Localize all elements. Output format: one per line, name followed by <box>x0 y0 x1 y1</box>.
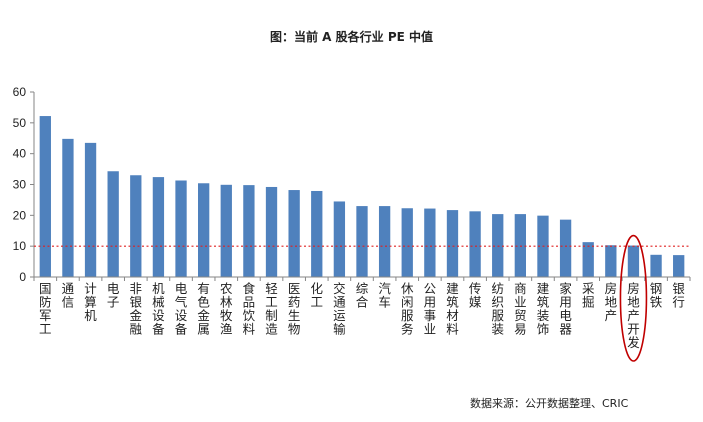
bar <box>152 177 165 277</box>
x-tick-label: 农林牧渔 <box>220 281 233 337</box>
x-axis: 国防军工通信计算机电子非银金融机械设备电气设备有色金属农林牧渔食品饮料轻工制造医… <box>33 276 691 350</box>
x-tick-label: 国防军工 <box>39 281 52 337</box>
bar <box>107 171 119 277</box>
bar <box>378 206 391 277</box>
bar <box>605 245 617 277</box>
bar <box>220 184 232 277</box>
x-tick-label: 休闲服务 <box>401 281 414 337</box>
y-tick-label: 50 <box>13 116 27 130</box>
bar <box>265 186 278 277</box>
chart-title: 图：当前 A 股各行业 PE 中值 <box>270 30 433 44</box>
bar <box>39 116 51 277</box>
x-tick-label: 电子 <box>107 281 120 310</box>
y-tick-label: 10 <box>13 239 27 253</box>
bar <box>514 214 526 277</box>
x-tick-label: 通信 <box>62 281 75 310</box>
x-tick-label: 商业贸易 <box>514 281 527 337</box>
y-axis: 0 10 20 30 40 50 60 <box>13 85 35 284</box>
x-tick-label: 房地产开发 <box>627 281 640 350</box>
bar <box>559 219 572 277</box>
source-note: 数据来源：公开数据整理、CRIC <box>470 397 629 410</box>
x-tick-label: 钢铁 <box>650 281 663 310</box>
y-tick-label: 30 <box>13 178 27 192</box>
x-tick-label: 采掘 <box>582 281 595 310</box>
x-tick-label: 医药生物 <box>288 281 301 337</box>
bar <box>84 142 97 277</box>
x-tick-label: 银行 <box>672 281 685 310</box>
bar <box>673 255 685 277</box>
x-tick-label: 计算机 <box>84 281 97 323</box>
x-tick-label: 纺织服装 <box>491 281 504 337</box>
bar <box>492 214 504 277</box>
x-tick-label: 轻工制造 <box>265 281 278 337</box>
bar-series <box>39 116 685 277</box>
bar <box>333 201 346 277</box>
x-tick-label: 汽车 <box>378 281 391 310</box>
x-tick-label: 食品饮料 <box>243 281 256 337</box>
bar <box>62 138 74 277</box>
bar <box>311 190 323 277</box>
bar <box>356 206 368 277</box>
bar <box>446 210 459 277</box>
bar <box>198 183 210 277</box>
x-tick-label: 非银金融 <box>130 281 143 337</box>
x-tick-label: 家用电器 <box>559 281 572 337</box>
bar <box>424 208 436 277</box>
bar <box>243 185 255 277</box>
bar <box>582 242 594 277</box>
x-tick-label: 房地产 <box>605 281 618 323</box>
x-tick-label: 综合 <box>356 281 369 310</box>
bar <box>288 190 300 277</box>
x-tick-label: 建筑材料 <box>446 281 459 337</box>
x-tick-label: 有色金属 <box>197 281 210 337</box>
y-tick-label: 40 <box>13 147 27 161</box>
bar <box>627 245 640 277</box>
x-tick-label: 机械设备 <box>152 281 165 337</box>
y-tick-label: 0 <box>19 270 26 284</box>
y-tick-label: 60 <box>13 85 27 99</box>
bar <box>175 180 187 277</box>
bar <box>469 211 481 277</box>
x-tick-label: 传媒 <box>469 281 482 310</box>
highlight-ellipse <box>619 234 648 362</box>
bar <box>401 208 413 277</box>
x-tick-label: 交通运输 <box>333 281 346 337</box>
x-tick-label: 化工 <box>311 281 324 310</box>
x-tick-label: 建筑装饰 <box>537 281 550 337</box>
bar <box>650 254 662 277</box>
highlight-ellipse-shape <box>619 234 648 362</box>
bar <box>130 175 142 277</box>
y-tick-label: 20 <box>13 208 27 222</box>
x-tick-label: 电气设备 <box>175 281 188 337</box>
x-tick-label: 公用事业 <box>424 281 437 337</box>
